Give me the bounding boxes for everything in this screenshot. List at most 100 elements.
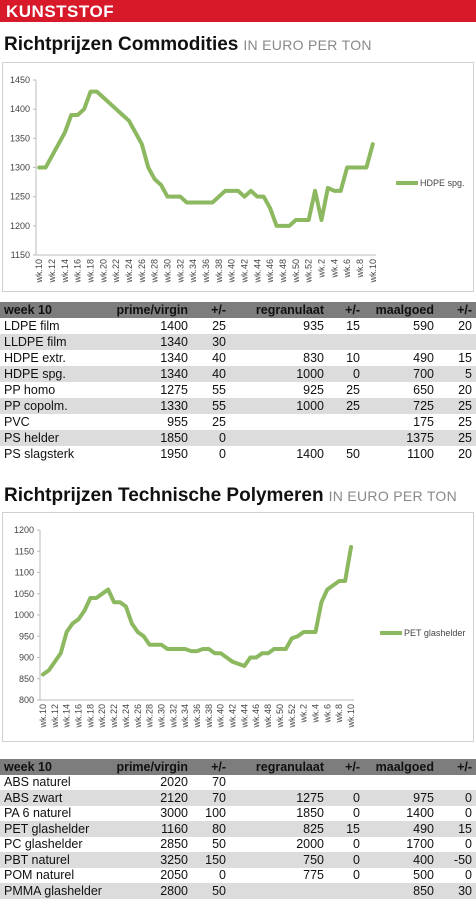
cell: 1375 <box>364 430 438 446</box>
cell: 955 <box>167 415 188 429</box>
cell: PP copolm. <box>0 398 110 414</box>
y-tick-label: 800 <box>19 695 34 705</box>
cell: 25 <box>328 398 364 414</box>
cell: 0 <box>353 837 360 852</box>
cell <box>328 883 364 899</box>
x-tick-label: wk.50 <box>275 704 285 729</box>
cell: 25 <box>212 319 226 333</box>
x-tick-label: wk.30 <box>156 704 166 729</box>
chart-frame <box>2 512 474 742</box>
table-row: PMMA glashelder 2800 50 850 30 <box>0 883 476 899</box>
cell: HDPE extr. <box>4 351 66 365</box>
x-tick-label: wk.52 <box>304 259 314 284</box>
cell: 175 <box>413 415 434 429</box>
cell: 2050 <box>160 868 188 883</box>
cell: 0 <box>219 868 226 883</box>
cell: 25 <box>212 415 226 429</box>
x-tick-label: wk.30 <box>163 259 173 284</box>
cell: ABS naturel <box>4 775 71 790</box>
cell: 725 <box>364 398 438 414</box>
cell <box>438 334 476 350</box>
cell: 825 <box>230 821 328 837</box>
x-tick-label: wk.6 <box>342 259 352 279</box>
y-tick-label: 1350 <box>10 133 30 143</box>
cell: 0 <box>465 868 472 883</box>
cell: 1000 <box>230 398 328 414</box>
cell: 100 <box>205 806 226 821</box>
column-header: +/- <box>438 302 476 318</box>
x-tick-label: wk.42 <box>228 704 238 729</box>
cell: 935 <box>303 319 324 333</box>
cell: 15 <box>458 351 472 365</box>
cell: ABS zwart <box>0 790 110 806</box>
x-tick-label: wk.48 <box>263 704 273 729</box>
cell: 0 <box>465 837 472 852</box>
x-tick-label: wk.14 <box>62 704 72 729</box>
column-header: prime/virgin <box>110 759 192 775</box>
cell: 1275 <box>160 383 188 397</box>
cell: LDPE film <box>4 319 60 333</box>
x-tick-label: wk.12 <box>50 704 60 729</box>
cell: 0 <box>219 447 226 461</box>
x-tick-label: wk.48 <box>278 259 288 284</box>
x-tick-label: wk.40 <box>227 259 237 284</box>
cell: 1340 <box>160 351 188 365</box>
cell: 25 <box>458 415 472 429</box>
column-header: maalgoed <box>364 302 438 318</box>
cell: 50 <box>212 837 226 852</box>
x-tick-label: wk.20 <box>98 259 108 284</box>
y-tick-label: 950 <box>19 631 34 641</box>
price-table: week 10 prime/virgin +/- regranulaat +/- maal… <box>0 759 476 899</box>
legend-label: PET glashelder <box>404 628 465 638</box>
y-tick-label: 1100 <box>15 568 34 578</box>
cell: 3250 <box>110 852 192 868</box>
cell: 1275 <box>230 790 328 806</box>
x-tick-label: wk.2 <box>299 704 309 724</box>
cell: 1400 <box>296 447 324 461</box>
column-header: regranulaat <box>230 302 328 318</box>
x-tick-label: wk.32 <box>175 259 185 284</box>
x-tick-label: wk.24 <box>121 704 131 729</box>
column-header: +/- <box>438 759 476 775</box>
cell: 0 <box>353 868 360 883</box>
x-tick-label: wk.34 <box>180 704 190 729</box>
cell <box>230 334 328 350</box>
cell: 10 <box>346 351 360 365</box>
x-tick-label: wk.10 <box>368 259 378 284</box>
x-tick-label: wk.36 <box>192 704 202 729</box>
table-row: PC glashelder 2850 50 2000 0 1700 0 <box>0 837 476 853</box>
cell: 925 <box>303 383 324 397</box>
cell: 25 <box>346 383 360 397</box>
cell <box>230 414 328 430</box>
x-tick-label: wk.26 <box>137 259 147 284</box>
cell: 40 <box>212 351 226 365</box>
cell <box>328 414 364 430</box>
cell: 1100 <box>407 447 434 461</box>
cell: 5 <box>438 366 476 382</box>
cell: 0 <box>192 430 230 446</box>
x-tick-label: wk.12 <box>47 259 57 284</box>
cell: 850 <box>364 883 438 899</box>
x-tick-label: wk.44 <box>252 259 262 284</box>
table-row: PBT naturel 3250 150 750 0 400 -50 <box>0 852 476 868</box>
table-row: LLDPE film 1340 30 <box>0 334 476 350</box>
cell <box>230 883 328 899</box>
column-header: prime/virgin <box>110 302 192 318</box>
subtitle: IN EURO PER TON <box>243 37 372 53</box>
x-tick-label: wk.42 <box>239 259 249 284</box>
x-tick-label: wk.10 <box>38 704 48 729</box>
cell: 400 <box>364 852 438 868</box>
x-tick-label: wk.24 <box>124 259 134 284</box>
x-tick-label: wk.2 <box>316 259 326 279</box>
x-tick-label: wk.40 <box>216 704 226 729</box>
table-row: PVC 955 25 175 25 <box>0 414 476 430</box>
cell: 1700 <box>406 837 434 852</box>
cell: 500 <box>413 868 434 883</box>
y-tick-label: 900 <box>19 653 34 663</box>
cell: HDPE spg. <box>0 366 110 382</box>
cell: 1340 <box>110 366 192 382</box>
cell: 3000 <box>160 806 188 821</box>
cell: 590 <box>413 319 434 333</box>
